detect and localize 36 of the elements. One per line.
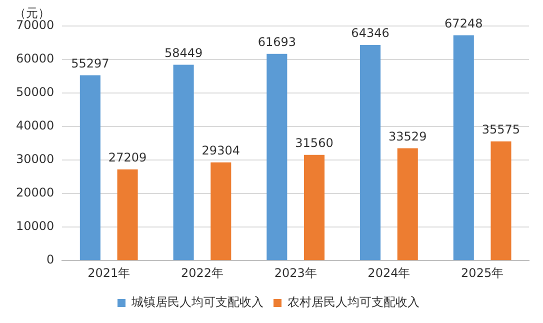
bar xyxy=(453,35,474,260)
data-label: 64346 xyxy=(351,26,390,40)
data-label: 35575 xyxy=(482,122,520,136)
legend-label: 城镇居民人均可支配收入 xyxy=(130,295,264,310)
data-label: 27209 xyxy=(108,150,147,165)
data-label: 61693 xyxy=(258,34,296,49)
y-tick-label: 40000 xyxy=(16,118,54,133)
bar xyxy=(266,54,288,260)
y-tick-label: 0 xyxy=(46,252,54,267)
x-tick-label: 2021年 xyxy=(88,266,130,280)
bar xyxy=(117,169,138,260)
legend-label: 农村居民人均可支配收入 xyxy=(288,295,420,310)
bar xyxy=(173,64,194,260)
x-tick-label: 2024年 xyxy=(368,266,410,280)
data-label: 31560 xyxy=(295,136,334,150)
bar xyxy=(360,44,381,260)
y-tick-label: 20000 xyxy=(16,186,54,200)
x-tick-label: 2025年 xyxy=(461,266,504,280)
y-tick-label: 10000 xyxy=(16,219,54,234)
y-tick-label: 60000 xyxy=(16,52,54,66)
data-label: 55297 xyxy=(71,56,110,70)
data-label: 58449 xyxy=(164,46,203,60)
bar xyxy=(397,148,418,260)
y-axis-title: （元） xyxy=(14,6,50,20)
bar xyxy=(490,141,512,260)
x-tick-label: 2023年 xyxy=(274,266,317,280)
data-label: 33529 xyxy=(388,129,427,144)
y-tick-label: 50000 xyxy=(16,85,54,100)
x-tick-label: 2022年 xyxy=(180,266,224,280)
y-tick-label: 30000 xyxy=(16,152,54,166)
data-label: 67248 xyxy=(444,16,483,30)
bar xyxy=(304,154,325,260)
bar xyxy=(80,75,100,260)
y-tick-label: 70000 xyxy=(16,18,54,32)
data-label: 29304 xyxy=(202,144,240,158)
bar xyxy=(210,162,232,260)
